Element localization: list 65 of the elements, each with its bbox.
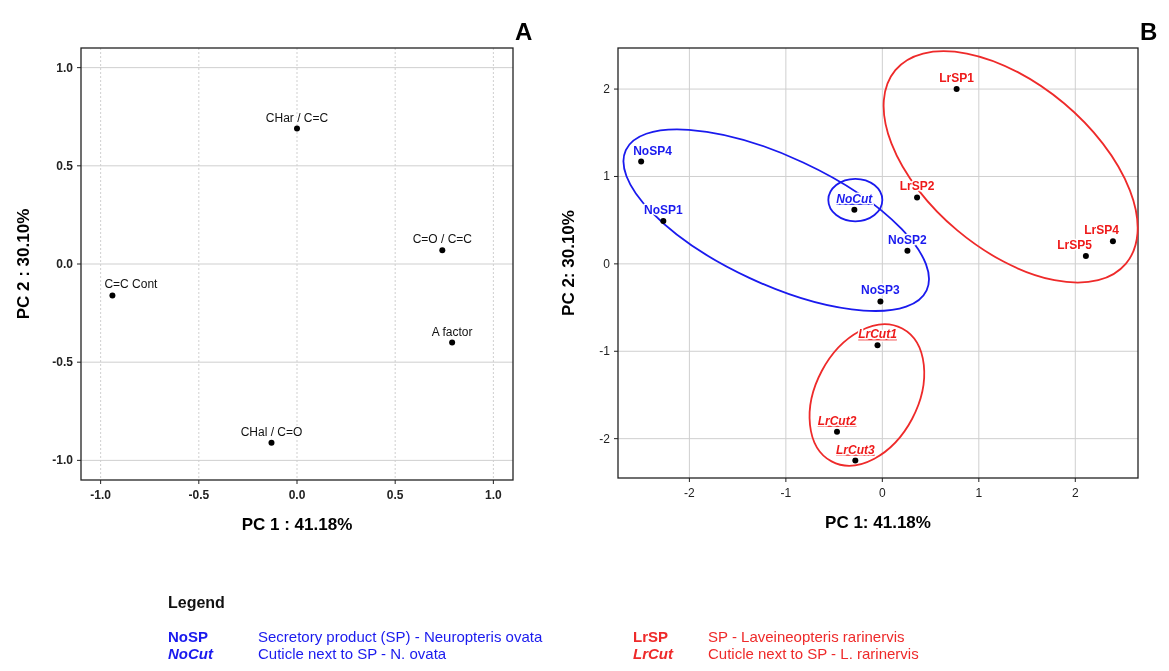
point (874, 342, 881, 349)
text: SP - Laveineopteris rarinervis (708, 628, 905, 645)
point (294, 125, 300, 132)
point (638, 158, 645, 165)
x-tick-label: 0.0 (288, 488, 306, 502)
x-tick-label: 1 (975, 486, 983, 500)
data-label: C=C Cont (104, 277, 159, 292)
data-label: NoSP4 (633, 143, 673, 158)
data-label: LrSP5 (1057, 238, 1093, 253)
y-tick-label: 1 (603, 169, 611, 184)
text: LrCut (633, 645, 674, 662)
text: Cuticle next to SP - N. ovata (258, 645, 447, 662)
chart-title: B (1140, 18, 1158, 45)
y-tick-label: 0.0 (56, 257, 74, 271)
x-tick-label: -1 (780, 486, 792, 500)
point (953, 86, 960, 93)
x-axis-title: PC 1 : 41.18% (241, 515, 353, 534)
point (449, 339, 456, 346)
y-axis-title: PC 2 : 30.10% (14, 208, 33, 320)
data-label: LrSP4 (1084, 223, 1120, 238)
x-tick-label: 2 (1071, 486, 1079, 500)
x-tick-label: 0 (879, 486, 886, 500)
y-tick-label: 0 (603, 256, 611, 271)
x-tick-label: -0.5 (188, 488, 210, 502)
y-tick-label: 0.5 (56, 158, 74, 173)
point (1082, 253, 1089, 260)
text: Legend (168, 594, 225, 611)
data-label: A factor (431, 324, 473, 339)
point (109, 292, 116, 299)
data-label: LrCut1 (858, 327, 898, 342)
data-label: NoSP3 (861, 283, 901, 298)
point (877, 298, 884, 305)
text: LrSP (633, 628, 669, 645)
y-tick-label: -2 (599, 431, 611, 446)
point (268, 439, 275, 446)
y-tick-label: -1.0 (52, 453, 74, 468)
x-tick-label: 0.5 (386, 488, 404, 502)
point (914, 194, 921, 201)
chart-title: A (515, 18, 533, 45)
data-label: LrSP1 (939, 71, 975, 86)
y-axis-title: PC 2: 30.10% (559, 210, 578, 316)
data-label: C=O / C=C (412, 232, 473, 247)
data-label: CHar / C=C (265, 110, 329, 125)
text: NoSP (168, 628, 209, 645)
x-axis-title: PC 1: 41.18% (825, 513, 931, 532)
point (439, 247, 446, 254)
x-tick-label: -1.0 (90, 488, 112, 502)
x-tick-label: -2 (684, 486, 696, 500)
data-label: LrCut3 (835, 442, 875, 457)
point (852, 457, 859, 464)
x-tick-label: 1.0 (485, 488, 503, 502)
point (851, 206, 858, 213)
data-label: CHal / C=O (240, 424, 303, 439)
y-tick-label: 1.0 (56, 60, 74, 75)
text: Cuticle next to SP - L. rarinervis (708, 645, 919, 662)
point (660, 218, 667, 225)
point (834, 428, 840, 435)
text: NoCut (168, 645, 214, 662)
point (1109, 238, 1116, 245)
text: Secretory product (SP) - Neuropteris ovata (258, 628, 543, 645)
data-label: LrCut2 (817, 413, 857, 428)
y-tick-label: -1 (599, 344, 611, 359)
point (904, 247, 911, 254)
y-tick-label: 2 (603, 82, 611, 97)
y-tick-label: -0.5 (52, 355, 74, 370)
